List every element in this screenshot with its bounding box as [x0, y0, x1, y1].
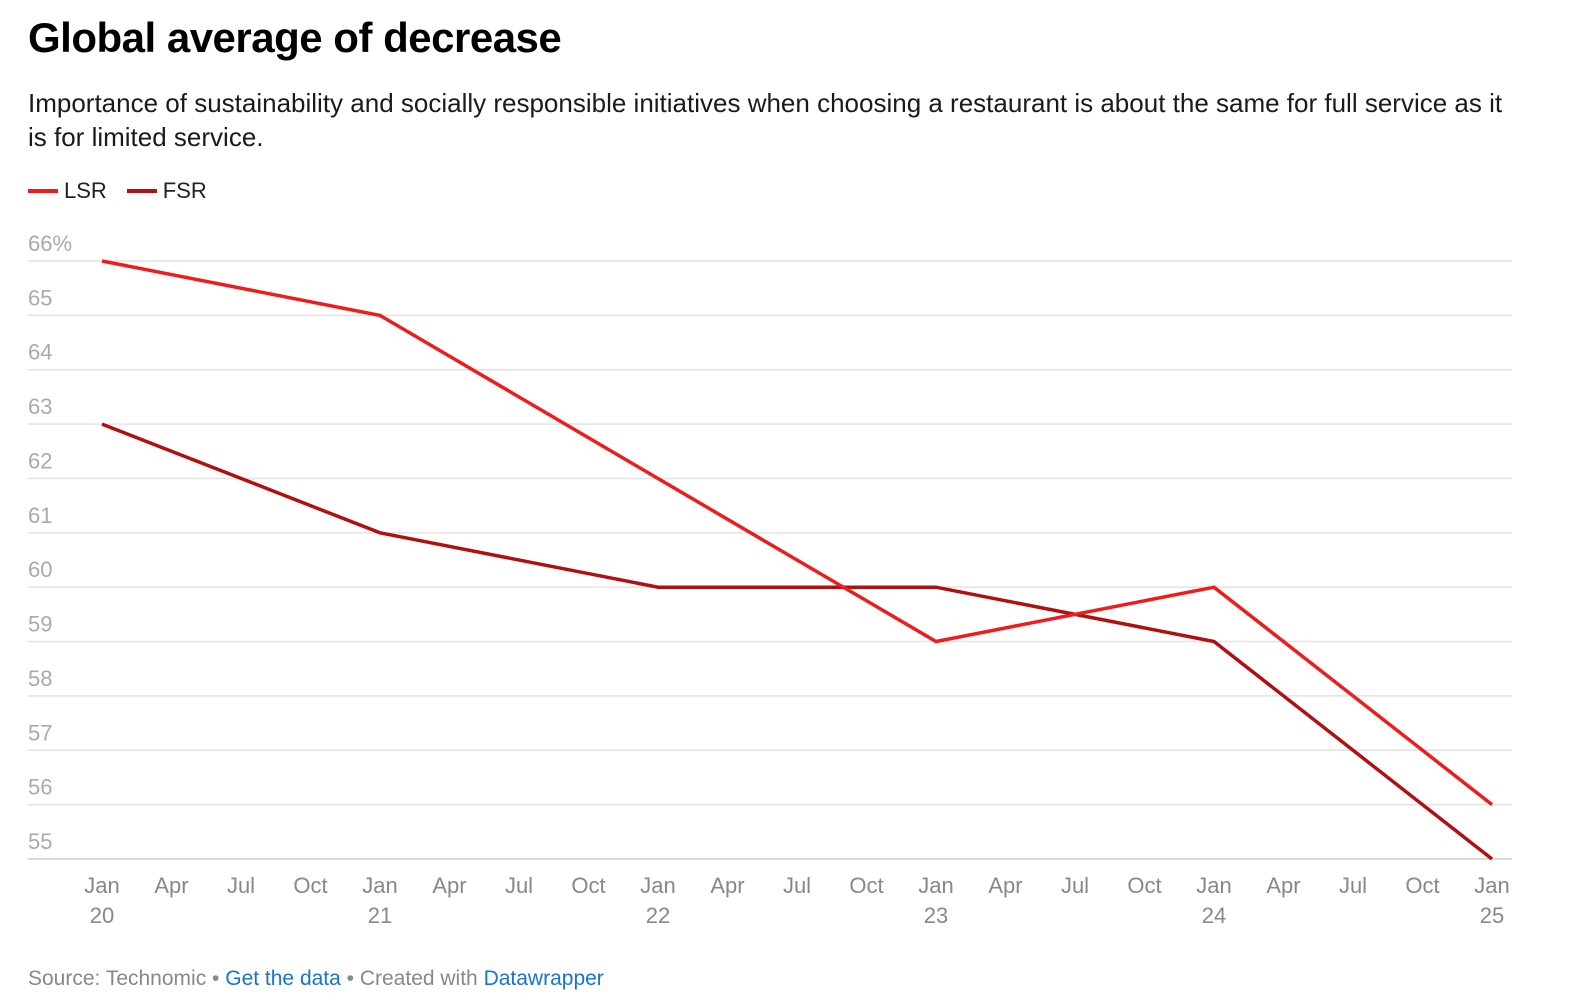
- footer: Source: Technomic • Get the data • Creat…: [28, 967, 604, 991]
- x-tick-label: Oct: [1405, 873, 1439, 898]
- legend-label-fsr: FSR: [162, 178, 207, 203]
- legend: LSR FSR: [28, 178, 227, 204]
- x-tick-label: 20: [90, 903, 114, 928]
- x-tick-label: Jul: [783, 873, 811, 898]
- x-tick-label: 21: [368, 903, 392, 928]
- x-tick-label: Jan: [362, 873, 397, 898]
- series-line-fsr: [101, 422, 1494, 861]
- x-tick-label: Apr: [432, 873, 466, 898]
- legend-item-lsr: LSR: [28, 178, 107, 204]
- x-tick-label: Oct: [293, 873, 327, 898]
- datawrapper-link[interactable]: Datawrapper: [483, 967, 604, 990]
- x-tick-label: Oct: [1127, 873, 1161, 898]
- y-tick-label: 64: [28, 340, 52, 365]
- y-tick-label: 58: [28, 666, 52, 691]
- y-tick-label: 61: [28, 503, 52, 528]
- x-tick-label: Jan: [1196, 873, 1231, 898]
- chart-subtitle: Importance of sustainability and sociall…: [28, 88, 1503, 152]
- x-tick-label: Apr: [988, 873, 1022, 898]
- y-tick-label: 57: [28, 720, 52, 745]
- y-tick-label: 65: [28, 285, 52, 310]
- y-tick-label: 60: [28, 557, 52, 582]
- y-tick-label: 62: [28, 448, 52, 473]
- chart-title: Global average of decrease: [28, 14, 562, 61]
- get-data-link[interactable]: Get the data: [225, 967, 341, 990]
- legend-swatch-fsr: [126, 189, 157, 193]
- x-tick-label: Apr: [710, 873, 744, 898]
- x-tick-label: Jul: [1339, 873, 1367, 898]
- legend-swatch-lsr: [28, 189, 58, 193]
- x-tick-label: Jan: [1474, 873, 1509, 898]
- footer-separator: •: [206, 967, 226, 990]
- x-tick-label: Oct: [571, 873, 605, 898]
- x-tick-label: Apr: [154, 873, 188, 898]
- legend-item-fsr: FSR: [126, 178, 207, 204]
- x-tick-label: Jul: [505, 873, 533, 898]
- legend-label-lsr: LSR: [64, 178, 107, 203]
- x-tick-label: 25: [1480, 903, 1504, 928]
- y-tick-label: 63: [28, 394, 52, 419]
- created-with-text: • Created with: [340, 967, 484, 990]
- y-tick-label: 59: [28, 612, 52, 637]
- y-tick-label: 55: [28, 829, 52, 854]
- x-tick-label: Jul: [1061, 873, 1089, 898]
- x-tick-label: 22: [646, 903, 670, 928]
- y-tick-label: 56: [28, 775, 52, 800]
- x-tick-label: Oct: [849, 873, 883, 898]
- x-tick-label: Jan: [918, 873, 953, 898]
- x-tick-label: Jan: [640, 873, 675, 898]
- x-tick-label: Jan: [84, 873, 119, 898]
- y-tick-label: 66%: [28, 231, 72, 256]
- x-tick-label: 24: [1202, 903, 1226, 928]
- series-line-lsr: [101, 259, 1494, 806]
- x-tick-label: 23: [924, 903, 948, 928]
- x-tick-label: Apr: [1266, 873, 1300, 898]
- x-tick-label: Jul: [227, 873, 255, 898]
- source-text: Source: Technomic: [28, 967, 207, 990]
